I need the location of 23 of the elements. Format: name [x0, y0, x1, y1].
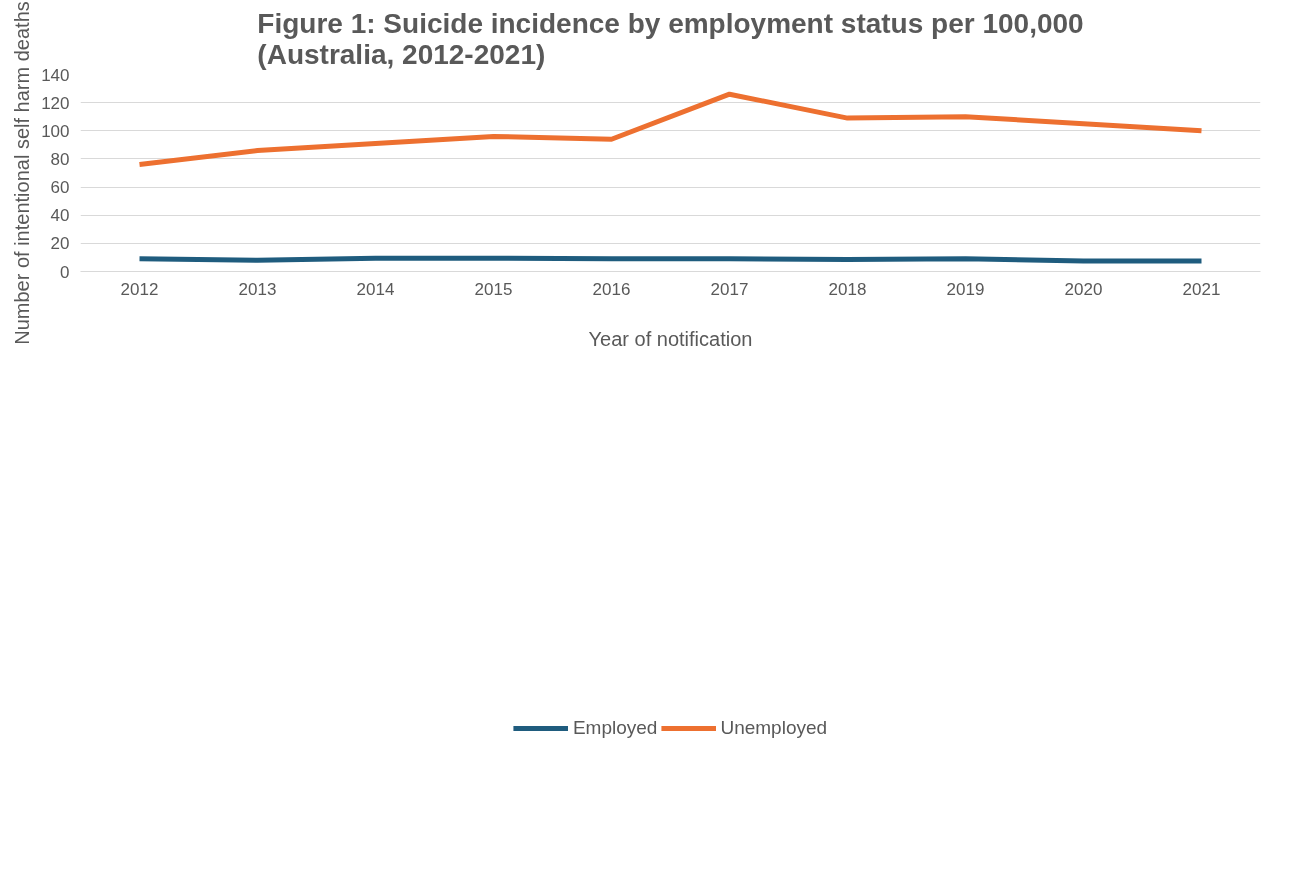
y-axis-title: Number of intentional self harm deaths — [11, 1, 34, 345]
x-tick-label: 2020 — [1064, 279, 1103, 299]
legend-label: Employed — [572, 716, 658, 739]
y-tick-label: 120 — [41, 93, 70, 113]
x-tick-label: 2019 — [946, 279, 985, 299]
y-tick-label: 20 — [50, 234, 70, 254]
y-tick-label: 0 — [60, 262, 70, 282]
x-tick-label: 2013 — [238, 279, 277, 299]
x-tick-label: 2016 — [592, 279, 631, 299]
x-tick-label: 2017 — [710, 279, 749, 299]
x-tick-label: 2021 — [1182, 279, 1221, 299]
x-axis-title: Year of notification — [588, 327, 753, 350]
x-tick-label: 2015 — [474, 279, 513, 299]
x-tick-label: 2018 — [828, 279, 867, 299]
y-tick-label: 60 — [50, 178, 70, 198]
y-tick-label: 80 — [50, 149, 70, 169]
y-tick-label: 40 — [50, 206, 70, 226]
y-tick-label: 100 — [41, 121, 70, 141]
y-tick-label: 140 — [41, 65, 70, 85]
chart-title: Figure 1: Suicide incidence by employment status per 100,000 (Australia, 2012-2021) — [257, 7, 1084, 70]
legend-label: Unemployed — [720, 716, 828, 739]
x-tick-label: 2012 — [120, 279, 159, 299]
x-tick-label: 2014 — [356, 279, 395, 299]
